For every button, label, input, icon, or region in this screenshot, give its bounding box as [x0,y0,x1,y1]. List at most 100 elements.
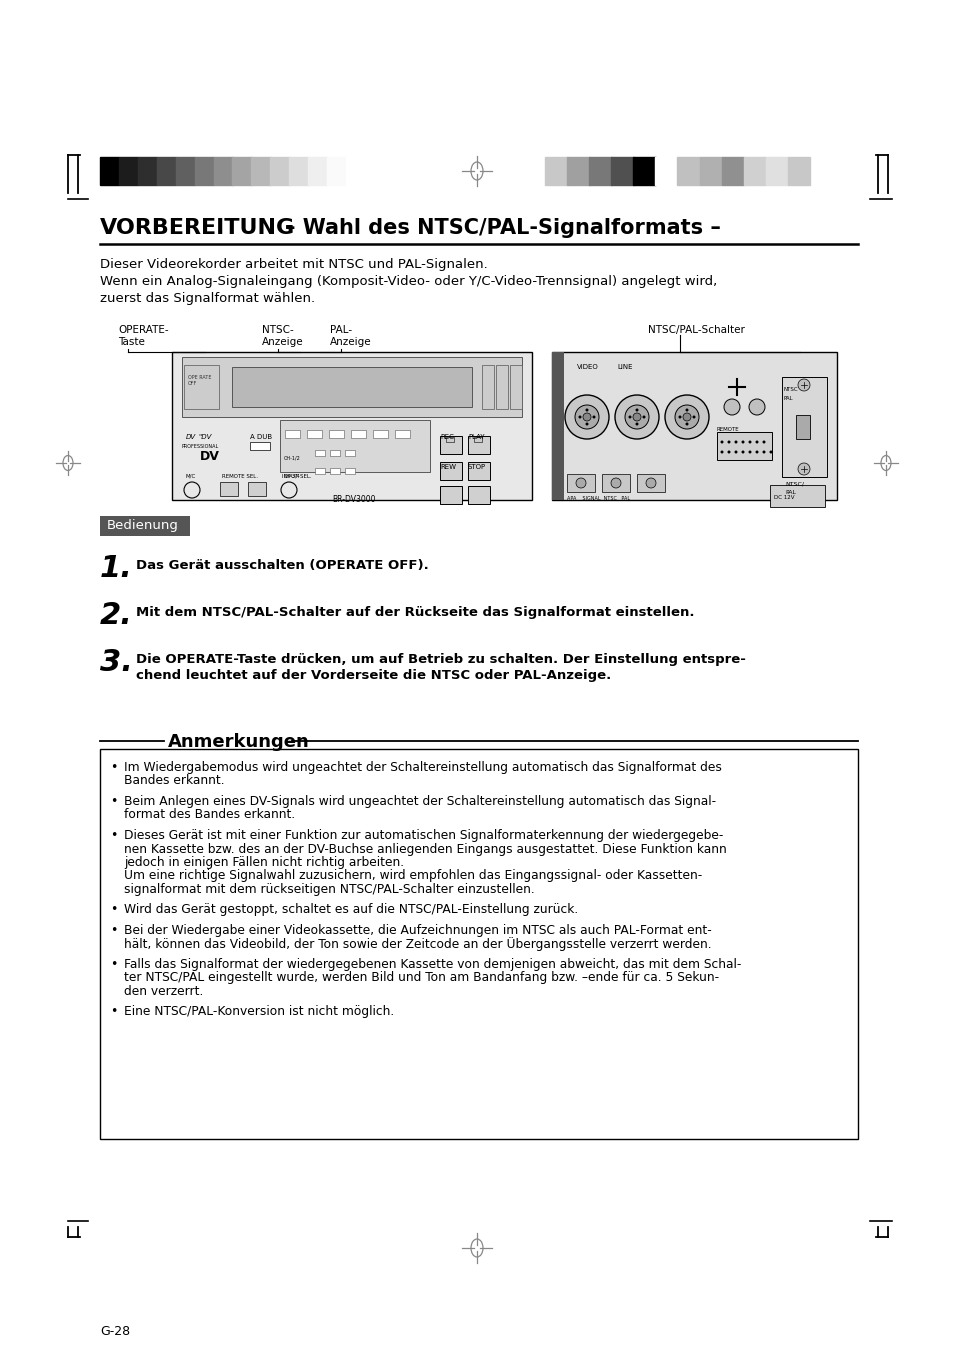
Text: VIDEO: VIDEO [577,363,598,370]
Circle shape [575,405,598,430]
Text: Taste: Taste [118,336,145,347]
Text: Wird das Gerät gestoppt, schaltet es auf die NTSC/PAL-Einstellung zurück.: Wird das Gerät gestoppt, schaltet es auf… [124,904,578,916]
Bar [314,467,325,474]
Text: DV: DV [200,450,219,463]
Bar [232,367,472,407]
Circle shape [755,450,758,454]
Circle shape [720,450,722,454]
Text: PAL-: PAL- [330,326,352,335]
Circle shape [564,394,608,439]
Bar [248,482,266,496]
Bar [544,157,567,185]
Bar [552,353,563,500]
Bar [395,430,410,438]
Circle shape [645,478,656,488]
Bar [720,157,743,185]
Text: jedoch in einigen Fällen nicht richtig arbeiten.: jedoch in einigen Fällen nicht richtig a… [124,857,404,869]
Bar [194,157,213,185]
Text: hält, können das Videobild, der Ton sowie der Zeitcode an der Übergangsstelle ve: hält, können das Videobild, der Ton sowi… [124,938,711,951]
Circle shape [720,440,722,443]
Circle shape [685,408,688,412]
Text: OPE RATE
OFF: OPE RATE OFF [188,376,212,386]
Circle shape [734,450,737,454]
Text: zuerst das Signalformat wählen.: zuerst das Signalformat wählen. [100,292,314,305]
Text: Dieses Gerät ist mit einer Funktion zur automatischen Signalformaterkennung der : Dieses Gerät ist mit einer Funktion zur … [124,830,722,842]
Text: Anmerkungen: Anmerkungen [168,734,310,751]
Bar [439,462,461,480]
Circle shape [723,399,740,415]
Text: – Wahl des NTSC/PAL-Signalformats –: – Wahl des NTSC/PAL-Signalformats – [285,218,720,238]
Text: nen Kassette bzw. des an der DV-Buchse anliegenden Eingangs ausgestattet. Diese : nen Kassette bzw. des an der DV-Buchse a… [124,843,726,855]
Circle shape [624,405,648,430]
Text: G-28: G-28 [100,1325,130,1337]
Text: A DUB: A DUB [250,434,272,440]
Circle shape [592,416,595,419]
Bar [468,486,490,504]
Text: Eine NTSC/PAL-Konversion ist nicht möglich.: Eine NTSC/PAL-Konversion ist nicht mögli… [124,1005,394,1019]
Bar [233,157,252,185]
Circle shape [585,408,588,412]
Bar [213,157,233,185]
Bar [496,365,507,409]
Bar [314,450,325,457]
Text: ter NTSC/PAL eingestellt wurde, werden Bild und Ton am Bandanfang bzw. –ende für: ter NTSC/PAL eingestellt wurde, werden B… [124,971,719,985]
Bar [220,482,237,496]
Text: Um eine richtige Signalwahl zuzusichern, wird empfohlen das Eingangssignal- oder: Um eine richtige Signalwahl zuzusichern,… [124,870,701,882]
Circle shape [664,394,708,439]
Text: DC 12V: DC 12V [773,494,794,500]
Bar [699,157,721,185]
Bar [119,157,138,185]
Bar [100,748,857,1139]
Circle shape [727,440,730,443]
Text: NTSC-: NTSC- [262,326,294,335]
Text: DV: DV [186,434,196,440]
Bar [175,157,195,185]
Bar [345,450,355,457]
Circle shape [615,394,659,439]
Bar [552,353,836,500]
Text: CH-3/4: CH-3/4 [284,474,300,480]
Bar [345,467,355,474]
Circle shape [585,423,588,426]
Bar [655,157,678,185]
Circle shape [727,450,730,454]
Circle shape [761,440,764,443]
Text: INPUT SEL.: INPUT SEL. [282,474,312,480]
Bar [252,157,271,185]
Bar [510,365,521,409]
Bar [270,157,290,185]
Text: •: • [110,794,117,808]
Text: signalformat mit dem rückseitigen NTSC/PAL-Schalter einzustellen.: signalformat mit dem rückseitigen NTSC/P… [124,884,535,896]
Bar [184,365,219,409]
Bar [156,157,176,185]
Text: BR-DV3000: BR-DV3000 [332,494,375,504]
Text: Mit dem NTSC/PAL-Schalter auf der Rückseite das Signalformat einstellen.: Mit dem NTSC/PAL-Schalter auf der Rückse… [136,607,694,619]
Bar [439,486,461,504]
Circle shape [797,463,809,476]
Text: Dieser Videorekorder arbeitet mit NTSC und PAL-Signalen.: Dieser Videorekorder arbeitet mit NTSC u… [100,258,487,272]
Circle shape [685,423,688,426]
Text: Bei der Wiedergabe einer Videokassette, die Aufzeichnungen im NTSC als auch PAL-: Bei der Wiedergabe einer Videokassette, … [124,924,711,938]
Bar [307,430,322,438]
Circle shape [740,450,743,454]
Bar [327,157,346,185]
Text: PROFESSIONAL: PROFESSIONAL [182,444,219,449]
Text: NTSC/: NTSC/ [784,482,803,486]
Bar [601,474,629,492]
Text: Anzeige: Anzeige [262,336,303,347]
Bar [781,377,826,477]
Bar [280,420,430,471]
Text: NTSC: NTSC [783,386,798,392]
Circle shape [740,440,743,443]
Circle shape [682,413,690,422]
Circle shape [748,399,764,415]
Text: •: • [110,958,117,971]
Circle shape [635,423,638,426]
Text: Falls das Signalformat der wiedergegebenen Kassette von demjenigen abweicht, das: Falls das Signalformat der wiedergegeben… [124,958,740,971]
Text: REW: REW [439,463,456,470]
Bar [289,157,309,185]
Text: •: • [110,830,117,842]
Bar [743,157,765,185]
Text: APA    SIGNAL  NTSC   PAL: APA SIGNAL NTSC PAL [566,496,630,501]
Text: "DV: "DV [198,434,212,440]
